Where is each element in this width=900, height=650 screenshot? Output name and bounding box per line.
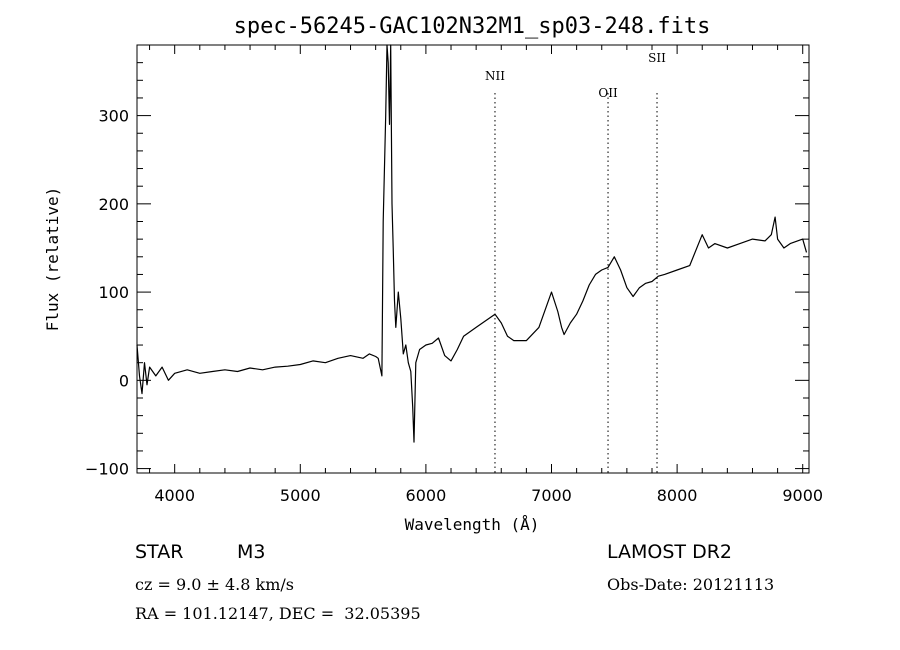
- y-tick-label: 100: [98, 283, 129, 302]
- plot-frame: [136, 44, 810, 474]
- x-tick-label: 4000: [154, 486, 195, 505]
- spectral-lines: NII OII SII: [485, 51, 666, 473]
- observation-date: Obs-Date: 20121113: [607, 575, 775, 594]
- object-type: STAR: [135, 541, 184, 563]
- y-tick-label: 0: [119, 371, 129, 390]
- x-tick-label: 5000: [280, 486, 321, 505]
- chart-title: spec-56245-GAC102N32M1_sp03-248.fits: [234, 14, 711, 39]
- y-tick-label: 200: [98, 195, 129, 214]
- y-axis-label: Flux (relative): [43, 187, 62, 332]
- x-tick-label: 9000: [782, 486, 823, 505]
- survey-name: LAMOST DR2: [607, 541, 732, 563]
- series-group: [136, 44, 808, 443]
- spectral-line-label: SII: [648, 51, 666, 65]
- x-tick-label: 7000: [531, 486, 572, 505]
- axis-ticks: [137, 44, 809, 473]
- x-tick-label: 8000: [657, 486, 698, 505]
- spectral-line-label: NII: [485, 69, 505, 83]
- object-subclass: M3: [237, 541, 266, 563]
- tick-labels: 4000 5000 6000 7000 8000 9000 −100 0 100 200 300: [85, 107, 823, 505]
- x-axis-label: Wavelength (Å): [405, 515, 540, 534]
- spectrum-series-line: [136, 44, 808, 443]
- y-tick-label: −100: [85, 460, 129, 479]
- x-tick-label: 6000: [406, 486, 447, 505]
- spectral-line-label: OII: [598, 86, 618, 100]
- y-tick-label: 300: [98, 107, 129, 126]
- coordinates: RA = 101.12147, DEC = 32.05395: [135, 604, 421, 623]
- redshift-cz: cz = 9.0 ± 4.8 km/s: [135, 575, 294, 594]
